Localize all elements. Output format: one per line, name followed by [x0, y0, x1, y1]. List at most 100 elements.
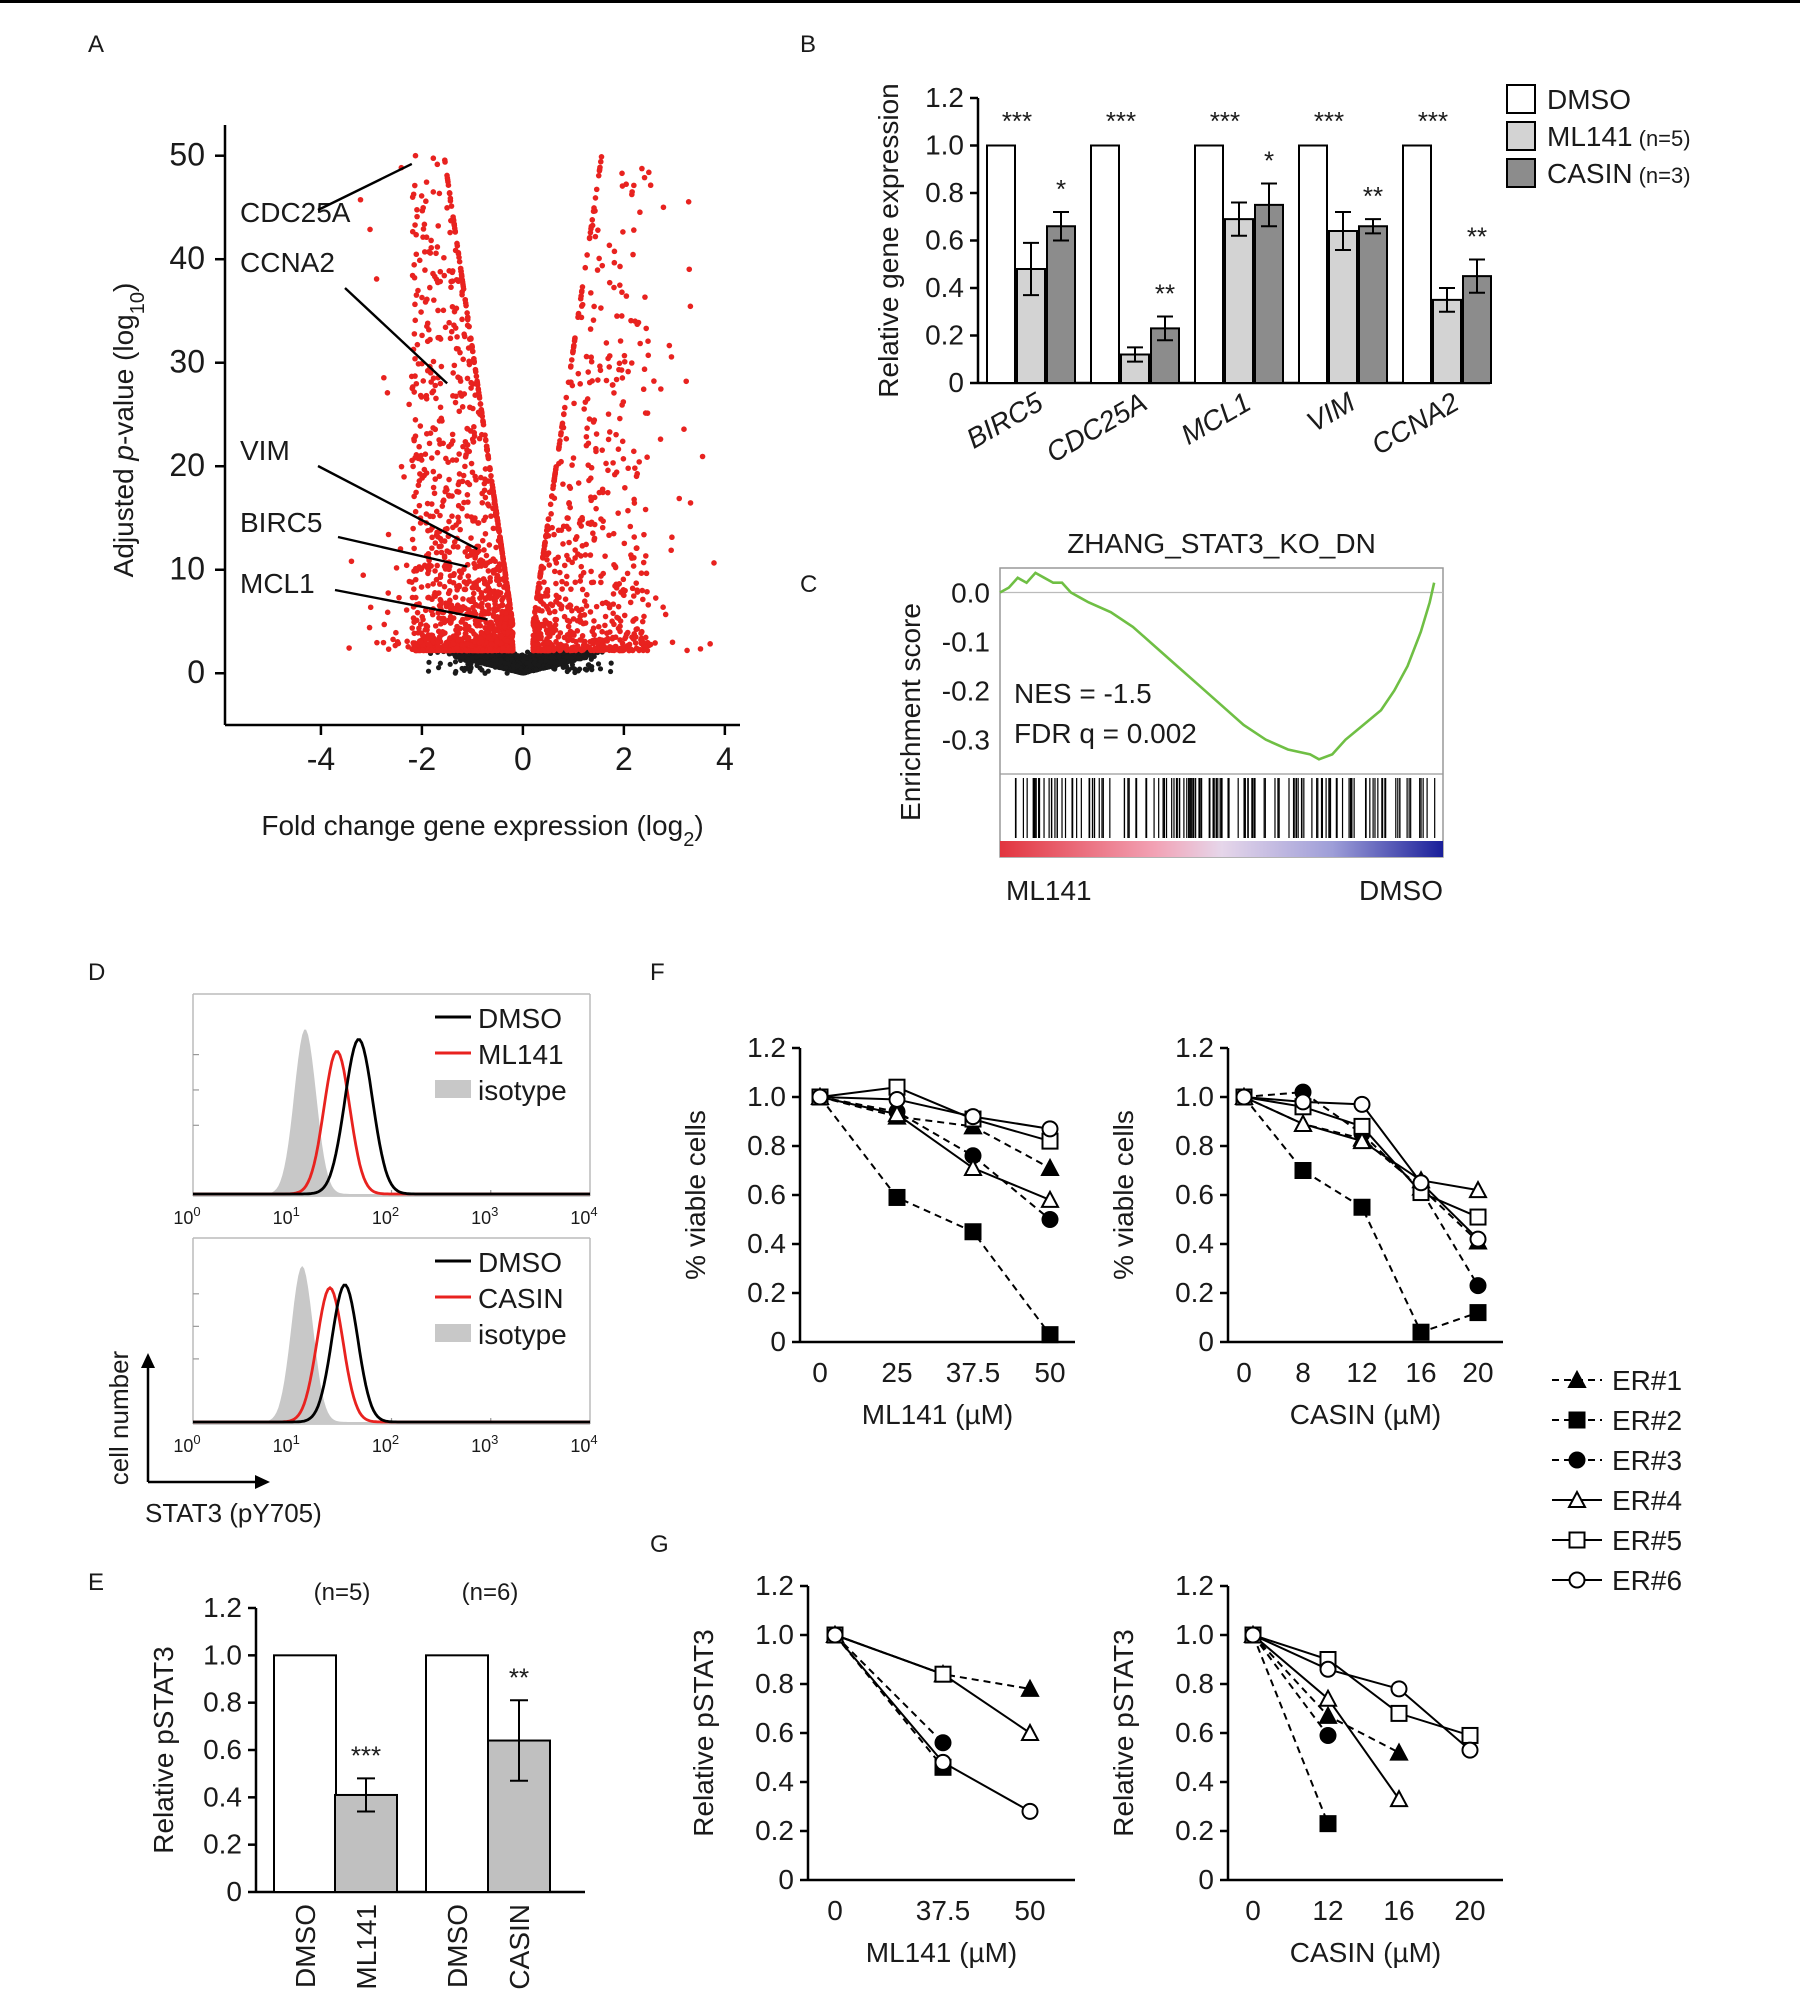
volcano-point: [438, 363, 445, 370]
volcano-point: [598, 305, 604, 311]
volcano-point: [429, 611, 436, 618]
volcano-point: [473, 654, 479, 660]
significance-stars: ***: [1002, 106, 1032, 136]
volcano-point: [505, 629, 511, 635]
volcano-point: [453, 345, 460, 352]
volcano-point: [620, 229, 626, 235]
volcano-point: [508, 652, 514, 658]
bar: [1194, 144, 1224, 384]
volcano-point: [418, 193, 425, 199]
volcano-point: [556, 653, 562, 659]
x-tick-label: 2: [615, 741, 633, 777]
volcano-point: [668, 547, 674, 554]
volcano-point: [644, 454, 650, 460]
volcano-point: [579, 301, 586, 308]
volcano-point: [629, 189, 635, 195]
volcano-point: [613, 585, 620, 591]
volcano-point: [447, 229, 453, 236]
volcano-point: [482, 562, 489, 569]
volcano-point: [549, 524, 555, 531]
volcano-point: [357, 196, 364, 203]
volcano-point: [619, 170, 625, 177]
volcano-point: [477, 401, 484, 407]
volcano-point: [454, 334, 460, 340]
volcano-point: [438, 621, 444, 627]
volcano-point: [462, 454, 469, 460]
bar: [986, 144, 1016, 384]
volcano-point: [620, 644, 626, 650]
volcano-point: [360, 572, 367, 578]
volcano-point: [555, 634, 562, 640]
volcano-point: [615, 603, 622, 610]
volcano-point: [572, 555, 578, 561]
volcano-point: [422, 451, 429, 458]
volcano-point: [493, 544, 499, 551]
volcano-point: [642, 410, 649, 416]
volcano-point: [479, 537, 486, 544]
y-tick-label: 0.8: [925, 177, 964, 208]
volcano-point: [456, 258, 463, 265]
volcano-point: [610, 460, 616, 466]
volcano-point: [590, 625, 597, 632]
volcano-point: [566, 618, 573, 625]
volcano-point: [544, 640, 550, 646]
volcano-point: [459, 404, 466, 410]
volcano-point: [606, 353, 613, 359]
volcano-point: [452, 659, 459, 665]
volcano-point: [579, 633, 586, 639]
volcano-point: [621, 592, 627, 599]
volcano-point: [681, 426, 687, 432]
volcano-point: [416, 478, 423, 484]
volcano-point: [490, 556, 497, 562]
volcano-point: [569, 607, 575, 614]
volcano-point: [476, 395, 483, 401]
volcano-point: [617, 263, 623, 270]
volcano-point: [413, 647, 419, 654]
volcano-point: [495, 628, 502, 634]
volcano-point: [374, 639, 380, 646]
volcano-point: [481, 487, 488, 494]
volcano-point: [437, 660, 443, 666]
volcano-point: [425, 668, 432, 674]
y-axis-label-italic: p: [108, 445, 139, 462]
volcano-point: [433, 276, 440, 283]
volcano-point: [579, 606, 585, 613]
volcano-point: [547, 501, 554, 508]
volcano-point: [425, 641, 432, 648]
volcano-point: [482, 466, 489, 472]
volcano-point: [583, 433, 590, 440]
volcano-point: [559, 420, 566, 427]
volcano-point: [449, 513, 455, 519]
volcano-point: [490, 570, 497, 576]
volcano-point: [451, 539, 458, 545]
volcano-point: [470, 598, 476, 604]
volcano-point: [524, 660, 530, 666]
volcano-point: [441, 583, 448, 590]
volcano-point: [373, 276, 380, 282]
volcano-point: [553, 616, 560, 623]
x-tick-label: 4: [716, 741, 734, 777]
volcano-point: [471, 560, 477, 567]
volcano-point: [597, 367, 604, 374]
volcano-point: [450, 572, 457, 579]
volcano-point: [455, 637, 462, 643]
volcano-point: [536, 625, 543, 632]
volcano-point: [641, 174, 648, 181]
volcano-point: [602, 613, 609, 620]
volcano-point: [620, 456, 627, 462]
volcano-point: [423, 392, 430, 399]
volcano-point: [592, 233, 599, 240]
volcano-point: [440, 497, 447, 503]
volcano-point: [642, 294, 648, 300]
volcano-point: [447, 661, 453, 667]
volcano-point: [496, 581, 503, 588]
volcano-point: [641, 366, 648, 373]
volcano-point: [605, 436, 612, 443]
volcano-point: [381, 621, 388, 628]
volcano-point: [478, 474, 484, 481]
volcano-point: [486, 542, 493, 548]
volcano-point: [618, 313, 625, 319]
volcano-point: [563, 581, 570, 587]
volcano-point: [447, 335, 454, 342]
